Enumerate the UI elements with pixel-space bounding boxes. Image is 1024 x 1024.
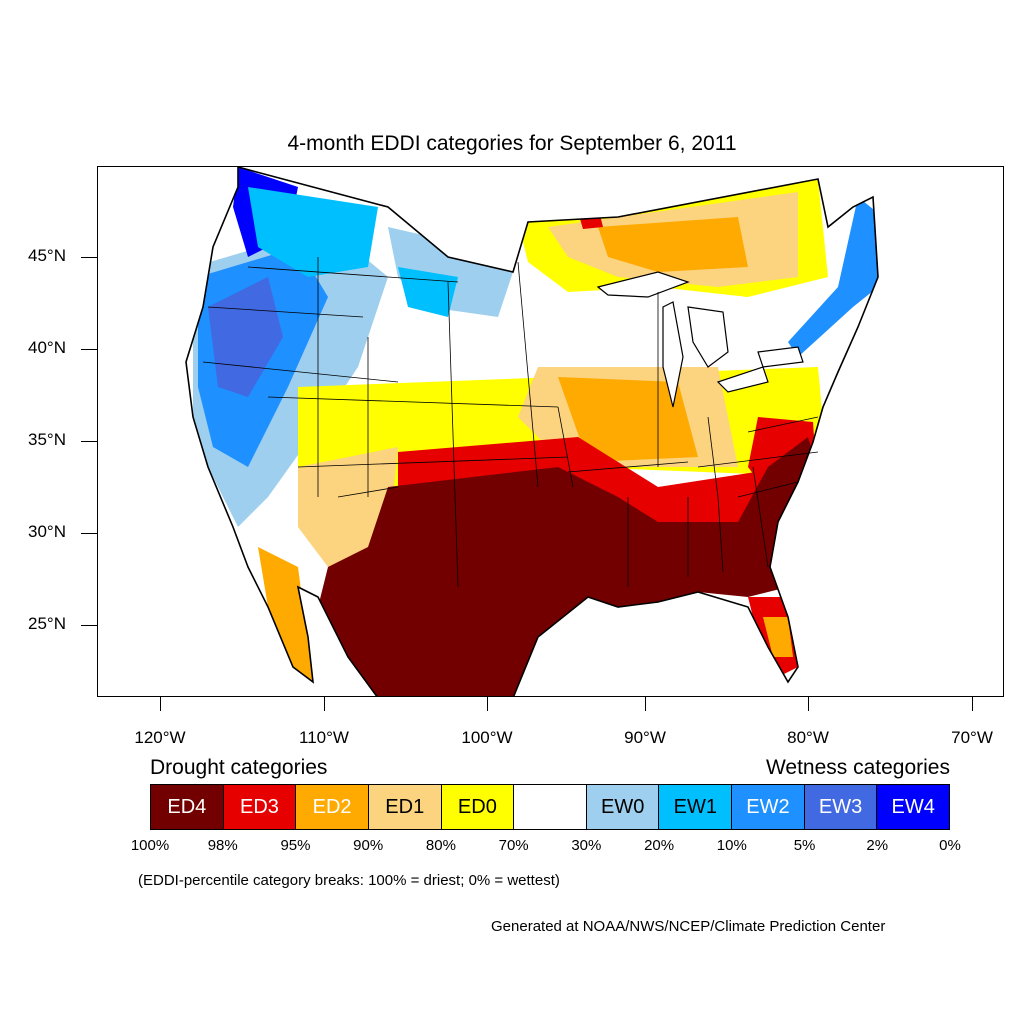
legend-box-ed2: ED2 xyxy=(296,785,369,829)
lat-tick xyxy=(81,349,97,350)
percentile-break: 10% xyxy=(716,837,747,854)
state-boundaries xyxy=(202,257,819,588)
eddi-map xyxy=(185,167,879,696)
drought-heading: Drought categories xyxy=(150,756,328,779)
lon-label-80w: 80°W xyxy=(787,728,829,747)
lon-label-90w: 90°W xyxy=(624,728,666,747)
legend-box-ed0: ED0 xyxy=(441,785,515,829)
percentile-break: 30% xyxy=(571,837,602,854)
lat-label-40n: 40°N xyxy=(28,338,66,357)
percentile-break: 0% xyxy=(939,837,961,854)
map-title: 4-month EDDI categories for September 6,… xyxy=(287,132,737,155)
lon-tick xyxy=(160,697,161,711)
lon-tick xyxy=(645,697,646,711)
lon-tick xyxy=(808,697,809,711)
lon-label-110w: 110°W xyxy=(299,728,349,747)
lat-tick xyxy=(81,533,97,534)
lon-tick xyxy=(972,697,973,711)
lon-tick xyxy=(487,697,488,711)
lat-tick xyxy=(81,441,97,442)
percentile-break: 5% xyxy=(793,837,816,854)
lon-tick xyxy=(324,697,325,711)
percentile-break: 100% xyxy=(130,837,170,854)
lat-tick xyxy=(81,257,97,258)
legend-box-ew4: EW4 xyxy=(877,785,950,829)
percentile-break: 70% xyxy=(498,837,529,854)
wetness-heading: Wetness categories xyxy=(765,756,950,779)
great-lakes xyxy=(596,271,804,408)
lat-label-45n: 45°N xyxy=(28,246,66,265)
percentile-break: 90% xyxy=(353,837,384,854)
category-fill xyxy=(193,167,878,696)
legend-box-ed1: ED1 xyxy=(368,785,442,829)
percentile-break: 98% xyxy=(207,837,238,854)
lon-label-70w: 70°W xyxy=(951,728,993,747)
percentile-break: 20% xyxy=(644,837,675,854)
lat-label-25n: 25°N xyxy=(28,614,66,633)
percentile-break: 95% xyxy=(280,837,311,854)
category-legend: ED4 ED3 ED2 ED1 ED0 EW0 EW1 EW2 EW3 EW4 xyxy=(150,784,950,830)
legend-box-ew1: EW1 xyxy=(659,785,733,829)
percentile-break: 80% xyxy=(425,837,456,854)
lat-label-30n: 30°N xyxy=(28,522,66,541)
legend-box-ed3: ED3 xyxy=(223,785,297,829)
legend-box-neutral xyxy=(514,785,587,829)
legend-box-ew3: EW3 xyxy=(804,785,878,829)
legend-box-ed4: ED4 xyxy=(151,785,224,829)
category-note: (EDDI-percentile category breaks: 100% =… xyxy=(138,872,560,889)
map-panel xyxy=(97,166,1004,697)
legend-box-ew2: EW2 xyxy=(732,785,805,829)
lon-label-120w: 120°W xyxy=(134,728,186,747)
legend-box-ew0: EW0 xyxy=(586,785,660,829)
lat-label-35n: 35°N xyxy=(28,430,66,449)
coastline xyxy=(185,167,879,696)
lon-label-100w: 100°W xyxy=(461,728,513,747)
lat-tick xyxy=(81,625,97,626)
percentile-break: 2% xyxy=(866,837,889,854)
credit-line: Generated at NOAA/NWS/NCEP/Climate Predi… xyxy=(491,918,886,935)
